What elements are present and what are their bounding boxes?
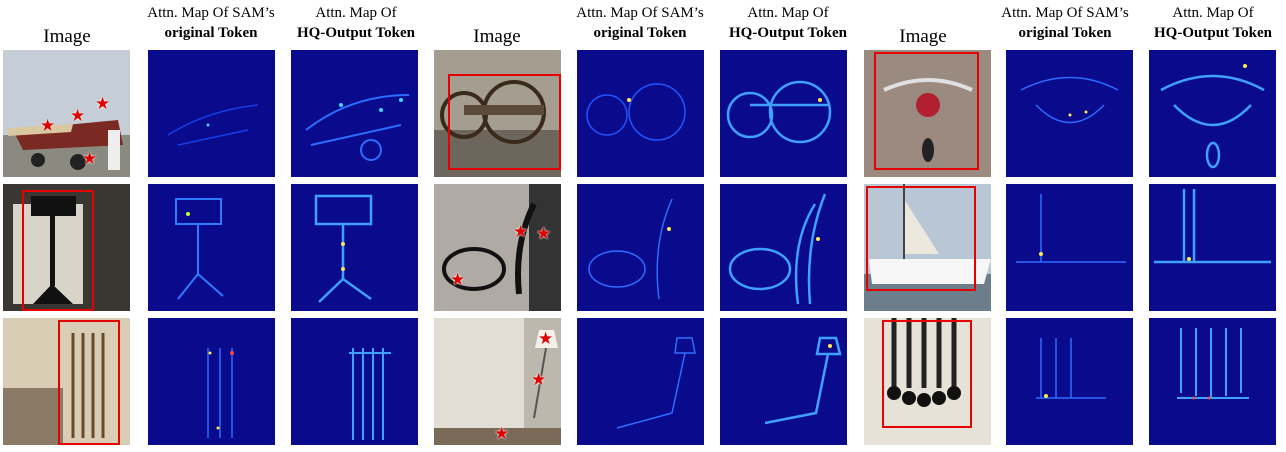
header-hq-1: Attn. Map Of HQ-Output Token xyxy=(297,5,415,41)
attn-hq-charger xyxy=(720,184,847,311)
attn-sam-charger xyxy=(577,184,704,311)
attn-hq-cart xyxy=(720,50,847,177)
header-image-3: Image xyxy=(899,26,947,47)
attn-sam-necklace xyxy=(1006,50,1133,177)
attn-hq-cables xyxy=(1149,318,1276,445)
attn-sam-airplane xyxy=(148,50,275,177)
prompt-star: ★ xyxy=(95,94,111,114)
photo-necklace xyxy=(864,50,991,177)
attn-hq-airplane xyxy=(291,50,418,177)
prompt-box xyxy=(866,186,976,291)
photo-cue-rack xyxy=(3,318,130,445)
photo-airplane: ★ ★ ★ ★ xyxy=(3,50,130,177)
prompt-star: ★ xyxy=(40,116,56,136)
header-hq-2: Attn. Map Of HQ-Output Token xyxy=(729,5,847,41)
attn-sam-cue-rack xyxy=(148,318,275,445)
prompt-star: ★ xyxy=(538,329,554,349)
attn-hq-sailboat xyxy=(1149,184,1276,311)
prompt-star: ★ xyxy=(70,106,86,126)
header-sam-1: Attn. Map Of SAM’s original Token xyxy=(147,5,275,41)
header-image-1: Image xyxy=(43,26,91,47)
prompt-box xyxy=(448,74,561,170)
prompt-star: ★ xyxy=(536,224,552,244)
header-sam-2: Attn. Map Of SAM’s original Token xyxy=(576,5,704,41)
photo-cables xyxy=(864,318,991,445)
prompt-star: ★ xyxy=(531,370,547,390)
attn-sam-music-stand xyxy=(148,184,275,311)
attn-sam-cart xyxy=(577,50,704,177)
prompt-star: ★ xyxy=(513,222,529,242)
header-sam-3: Attn. Map Of SAM’s original Token xyxy=(1001,5,1129,41)
photo-charger: ★ ★ ★ xyxy=(434,184,561,311)
prompt-box xyxy=(874,52,979,170)
prompt-box xyxy=(58,320,120,445)
header-hq-3: Attn. Map Of HQ-Output Token xyxy=(1154,5,1272,41)
prompt-star: ★ xyxy=(494,424,510,444)
photo-lamp: ★ ★ ★ xyxy=(434,318,561,445)
attn-hq-necklace xyxy=(1149,50,1276,177)
prompt-box xyxy=(22,190,94,311)
photo-sailboat xyxy=(864,184,991,311)
photo-cart xyxy=(434,50,561,177)
attn-sam-lamp xyxy=(577,318,704,445)
prompt-star: ★ xyxy=(450,270,466,290)
photo-music-stand xyxy=(3,184,130,311)
attn-hq-cue-rack xyxy=(291,318,418,445)
attn-hq-music-stand xyxy=(291,184,418,311)
attn-hq-lamp xyxy=(720,318,847,445)
header-image-2: Image xyxy=(473,26,521,47)
prompt-box xyxy=(882,320,972,428)
attn-sam-sailboat xyxy=(1006,184,1133,311)
attn-sam-cables xyxy=(1006,318,1133,445)
prompt-star: ★ xyxy=(82,149,98,169)
